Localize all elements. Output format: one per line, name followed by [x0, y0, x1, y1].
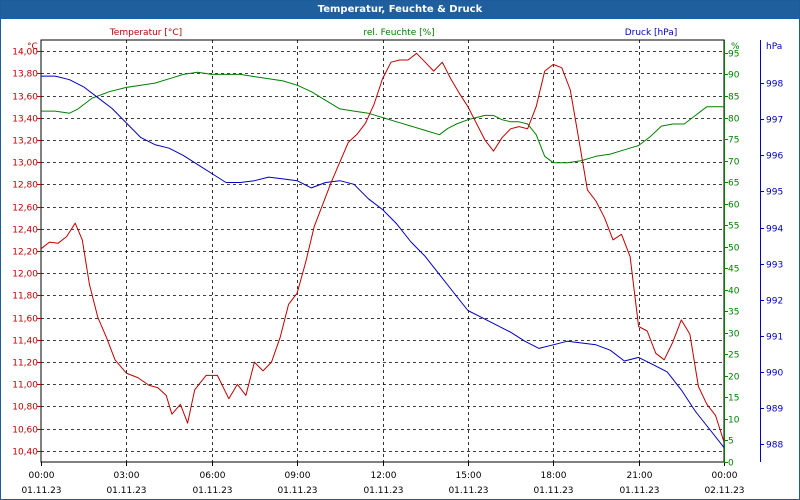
x-tick-time: 00:00	[712, 471, 738, 481]
plot-area	[40, 39, 725, 463]
x-tick-time: 06:00	[200, 471, 226, 481]
x-tick-time: 09:00	[285, 471, 311, 481]
humidity-tick-label: 75	[728, 136, 739, 146]
pressure-tick-label: 996	[766, 152, 783, 162]
pressure-tick-label: 989	[766, 405, 783, 415]
x-tick-time: 00:00	[29, 471, 55, 481]
temperature-tick-label: 14,00	[12, 48, 38, 58]
x-tick-date: 01.11.23	[448, 486, 488, 496]
temperature-tick-label: 13,80	[12, 70, 38, 80]
x-tick-date: 01.11.23	[533, 486, 573, 496]
x-tick-time: 03:00	[114, 471, 140, 481]
temperature-tick-label: 11,00	[12, 381, 38, 391]
humidity-tick-label: 85	[728, 93, 739, 103]
temperature-tick-label: 12,00	[12, 270, 38, 280]
humidity-tick-label: 35	[728, 308, 739, 318]
x-tick-time: 12:00	[371, 471, 397, 481]
temperature-tick-label: 12,60	[12, 204, 38, 214]
temperature-tick-label: 13,20	[12, 137, 38, 147]
humidity-tick-label: 10	[728, 416, 740, 426]
humidity-tick-label: 5	[728, 437, 734, 447]
x-tick-time: 21:00	[627, 471, 653, 481]
window-title: Temperatur, Feuchte & Druck	[1, 1, 799, 19]
humidity-tick-label: 30	[728, 330, 740, 340]
temperature-tick-label: 11,60	[12, 315, 38, 325]
humidity-tick-label: 50	[728, 244, 740, 254]
x-tick-date: 01.11.23	[21, 486, 61, 496]
temperature-tick-label: 13,60	[12, 93, 38, 103]
x-tick-date: 02.11.23	[704, 486, 744, 496]
pressure-tick-label: 988	[766, 441, 783, 451]
temperature-tick-label: 10,40	[12, 448, 38, 458]
temperature-tick-label: 11,80	[12, 292, 38, 302]
x-tick-date: 01.11.23	[363, 486, 403, 496]
humidity-tick-label: 55	[728, 222, 739, 232]
x-tick-time: 18:00	[541, 471, 567, 481]
temperature-tick-label: 13,40	[12, 115, 38, 125]
humidity-tick-label: 20	[728, 373, 740, 383]
humidity-tick-label: 45	[728, 265, 739, 275]
temperature-tick-label: 11,20	[12, 359, 38, 369]
humidity-tick-label: 65	[728, 179, 739, 189]
pressure-tick-label: 995	[766, 188, 783, 198]
humidity-tick-label: 25	[728, 351, 739, 361]
temperature-axis-title: Temperatur [°C]	[109, 28, 182, 38]
humidity-axis-title: rel. Feuchte [%]	[363, 28, 434, 38]
x-tick-date: 01.11.23	[619, 486, 659, 496]
humidity-tick-label: 60	[728, 201, 740, 211]
humidity-tick-label: 90	[728, 71, 740, 81]
pressure-series-line	[41, 75, 724, 448]
temperature-tick-label: 12,40	[12, 226, 38, 236]
pressure-tick-label: 993	[766, 261, 783, 271]
pressure-tick-label: 990	[766, 369, 783, 379]
temperature-tick-label: 12,80	[12, 181, 38, 191]
humidity-unit-label: %	[731, 42, 740, 52]
pressure-tick-label: 992	[766, 297, 783, 307]
x-tick-time: 15:00	[456, 471, 482, 481]
temperature-tick-label: 10,80	[12, 403, 38, 413]
pressure-tick-label: 998	[766, 80, 783, 90]
temperature-tick-label: 12,20	[12, 248, 38, 258]
humidity-series-line	[41, 71, 724, 164]
temperature-tick-label: 11,40	[12, 337, 38, 347]
pressure-unit-label: hPa	[766, 42, 782, 52]
temperature-tick-label: 10,60	[12, 426, 38, 436]
humidity-tick-label: 15	[728, 394, 739, 404]
pressure-axis-title: Druck [hPa]	[625, 28, 678, 38]
temperature-series-line	[41, 52, 724, 443]
x-tick-date: 01.11.23	[277, 486, 317, 496]
humidity-tick-label: 95	[728, 50, 739, 60]
x-tick-date: 01.11.23	[106, 486, 146, 496]
humidity-tick-label: 80	[728, 115, 740, 125]
pressure-tick-label: 994	[766, 225, 783, 235]
humidity-tick-label: 40	[728, 287, 740, 297]
temperature-tick-label: 13,00	[12, 159, 38, 169]
temperature-unit-label: °C	[27, 42, 38, 52]
humidity-tick-label: 0	[728, 459, 734, 469]
humidity-tick-label: 70	[728, 158, 740, 168]
x-tick-date: 01.11.23	[192, 486, 232, 496]
pressure-tick-label: 991	[766, 333, 783, 343]
pressure-tick-label: 997	[766, 116, 783, 126]
